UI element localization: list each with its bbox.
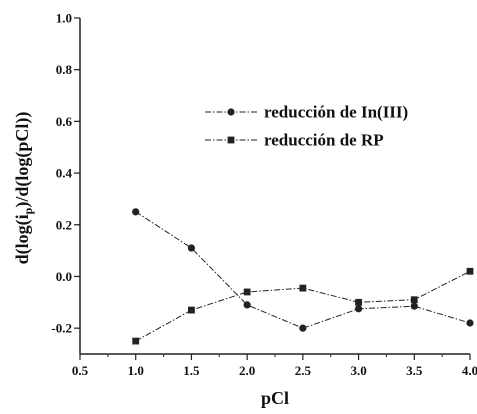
y-tick-label: 1.0 [56, 11, 72, 26]
x-tick-label: 2.0 [239, 363, 255, 378]
y-axis-label-main: d(log(i [12, 214, 33, 264]
series-1-point [410, 302, 418, 310]
x-axis-label: pCl [261, 388, 289, 408]
legend-label-2: reducción de RP [264, 131, 384, 150]
series-2-point [355, 298, 362, 306]
series-2-point [299, 284, 307, 292]
chart-axes [79, 18, 470, 355]
y-axis-label: d(log(ip)/d(log(pCl)) [12, 112, 35, 265]
x-tick-label: 3.0 [350, 363, 366, 378]
x-tick-label: 1.5 [183, 363, 200, 378]
y-tick-label: 0.0 [56, 269, 72, 284]
y-axis-label-subscript: p [21, 207, 35, 214]
series-1-point [466, 319, 474, 327]
y-axis-label-rest: )/d(log(pCl)) [12, 112, 33, 208]
series-1-point [299, 324, 307, 332]
y-tick-label: 0.8 [56, 62, 73, 77]
series-1-point [243, 301, 251, 309]
y-tick-label: 0.6 [56, 114, 73, 129]
legend-marker-2 [227, 136, 235, 144]
series-1-point [354, 305, 363, 313]
legend-label-1: reducción de In(III) [264, 103, 408, 122]
x-tick-label: 0.5 [72, 363, 89, 378]
x-tick-label: 2.5 [295, 363, 312, 378]
series-2-point [243, 288, 251, 296]
x-tick-label: 3.5 [406, 363, 423, 378]
chart-ticks: 0.5 1.0 1.5 2.0 2.5 3.0 3.5 4.0 -0.2 0.0 0.2 0.4 0.6… [51, 11, 477, 379]
series-2-point [132, 337, 140, 345]
x-tick-label: 4.0 [462, 363, 477, 378]
series-line-1 [135, 211, 471, 329]
series-2-point [410, 296, 418, 304]
chart-legend: reducción de In(III) reducción de RP [205, 103, 408, 150]
y-tick-label: -0.2 [51, 321, 72, 336]
chart-series [132, 208, 474, 345]
legend-marker-1 [227, 108, 235, 116]
series-2-point [466, 267, 474, 275]
y-tick-label: 0.4 [56, 166, 73, 181]
y-tick-label: 0.2 [56, 217, 72, 232]
series-1-point [132, 208, 140, 216]
x-tick-label: 1.0 [128, 363, 144, 378]
series-2-point [188, 306, 195, 314]
series-1-point [187, 244, 196, 252]
